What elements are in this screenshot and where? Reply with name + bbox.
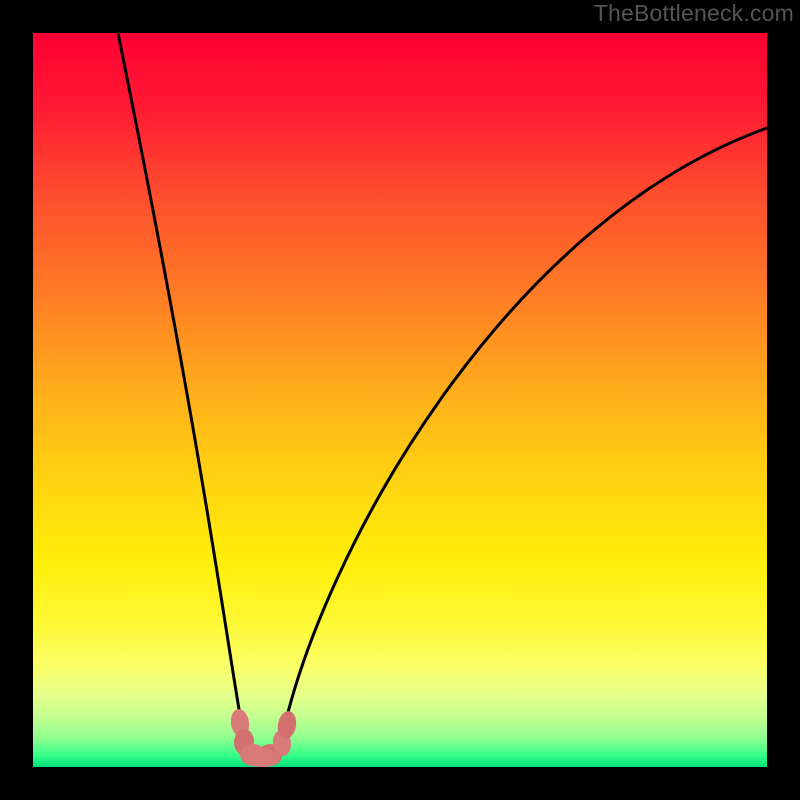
stage: TheBottleneck.com (0, 0, 800, 800)
lump-group (229, 708, 298, 767)
lump-part (244, 749, 280, 767)
bottleneck-curve-right (283, 128, 767, 733)
bottleneck-curve-left (118, 33, 243, 733)
plot-area (33, 33, 767, 767)
watermark-text: TheBottleneck.com (594, 0, 794, 27)
chart-svg (33, 33, 767, 767)
